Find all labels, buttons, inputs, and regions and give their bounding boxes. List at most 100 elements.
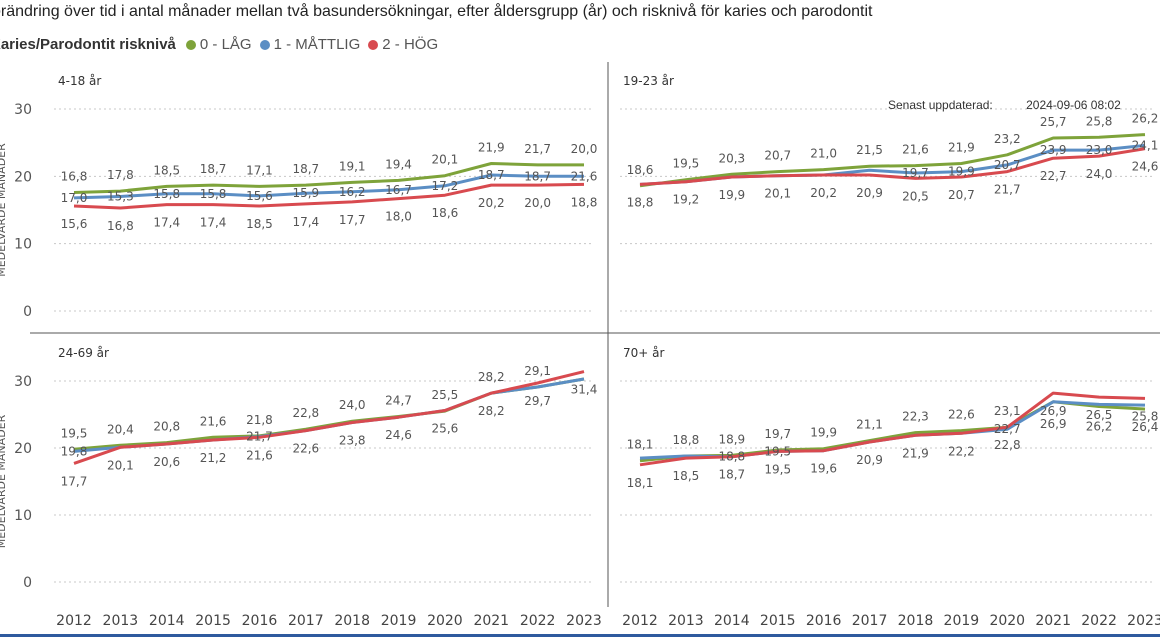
- data-label: 19,8: [61, 444, 88, 458]
- legend-title: Karies/Parodontit risknivå: [0, 36, 176, 53]
- data-label: 23,1: [994, 404, 1021, 418]
- data-label: 18,7: [200, 162, 227, 176]
- series-line-moderate: [639, 400, 1146, 460]
- x-tick-label: 2019: [944, 613, 980, 629]
- chart-title: örändring över tid i antal månader mella…: [0, 3, 873, 20]
- data-label: 20,7: [764, 149, 791, 163]
- x-tick-label: 2015: [760, 613, 796, 629]
- legend-item-high[interactable]: 2 - HÖG: [368, 36, 438, 53]
- x-tick-label: 2022: [520, 613, 556, 629]
- data-label: 18,5: [673, 469, 700, 483]
- x-tick-label: 2019: [381, 613, 417, 629]
- x-tick-label: 2017: [288, 613, 324, 629]
- data-label: 22,8: [292, 406, 319, 420]
- data-label: 20,0: [571, 142, 598, 156]
- data-label: 18,1: [627, 438, 654, 452]
- last-updated: Senast uppdaterad: 2024-09-06 08:02: [888, 98, 1121, 112]
- data-label: 18,6: [627, 163, 654, 177]
- data-label: 19,7: [764, 427, 791, 441]
- y-axis-label: MEDELVÄRDE MÅNADER: [0, 143, 8, 277]
- data-label: 19,4: [385, 157, 412, 171]
- data-label: 17,7: [339, 213, 366, 227]
- y-tick-label: 30: [14, 102, 32, 118]
- legend-label-low: 0 - LÅG: [199, 36, 252, 53]
- data-label: 22,7: [1040, 169, 1067, 183]
- data-label: 20,1: [107, 458, 134, 472]
- data-label: 24,0: [1086, 167, 1113, 181]
- x-tick-label: 2020: [989, 613, 1025, 629]
- data-label: 19,9: [948, 165, 975, 179]
- series-line-high: [73, 182, 585, 210]
- legend-label-moderate: 1 - MÅTTLIG: [273, 36, 361, 53]
- x-tick-label: 2014: [149, 613, 185, 629]
- series-line-high: [639, 147, 1146, 186]
- data-label: 16,8: [107, 219, 134, 233]
- data-label: 18,7: [292, 162, 319, 176]
- data-label: 16,2: [339, 185, 366, 199]
- legend: Karies/Parodontit risknivå 0 - LÅG 1 - M…: [0, 36, 446, 53]
- panel-title: 70+ år: [623, 346, 664, 360]
- data-label: 26,2: [1086, 419, 1113, 433]
- data-label: 17,0: [61, 191, 88, 205]
- data-label: 17,7: [61, 474, 88, 488]
- last-updated-label: Senast uppdaterad:: [888, 98, 993, 112]
- legend-dot-high: [368, 39, 379, 50]
- series-line-low: [639, 400, 1146, 463]
- data-label: 26,9: [1040, 404, 1067, 418]
- y-axis-label: MEDELVÄRDE MÅNADER: [0, 414, 8, 548]
- x-tick-label: 2017: [852, 613, 888, 629]
- data-label: 19,5: [673, 157, 700, 171]
- data-label: 20,6: [153, 455, 180, 469]
- data-label: 22,8: [994, 438, 1021, 452]
- data-label: 21,9: [902, 446, 929, 460]
- x-tick-label: 2012: [622, 613, 658, 629]
- data-label: 21,6: [571, 169, 598, 183]
- x-tick-label: 2018: [334, 613, 370, 629]
- data-label: 23,9: [1040, 143, 1067, 157]
- data-label: 15,9: [292, 186, 319, 200]
- data-label: 25,8: [1086, 114, 1113, 128]
- data-label: 21,1: [856, 418, 883, 432]
- data-label: 20,9: [856, 186, 883, 200]
- data-label: 25,8: [1132, 409, 1159, 423]
- data-label: 18,9: [718, 432, 745, 446]
- x-tick-label: 2021: [1035, 613, 1071, 629]
- series-line-high: [73, 370, 585, 465]
- legend-label-high: 2 - HÖG: [382, 36, 439, 53]
- legend-item-moderate[interactable]: 1 - MÅTTLIG: [259, 36, 361, 53]
- data-label: 16,7: [385, 183, 412, 197]
- y-tick-label: 10: [14, 237, 32, 253]
- data-label: 21,9: [948, 141, 975, 155]
- data-label: 26,9: [1040, 417, 1067, 431]
- data-label: 15,6: [61, 217, 88, 231]
- y-tick-label: 20: [14, 169, 32, 185]
- x-tick-label: 2013: [103, 613, 139, 629]
- data-label: 22,7: [994, 422, 1021, 436]
- data-label: 17,2: [432, 179, 459, 193]
- data-label: 20,8: [153, 420, 180, 434]
- data-label: 18,6: [432, 206, 459, 220]
- data-label: 22,2: [948, 444, 975, 458]
- data-label: 24,6: [1132, 160, 1159, 174]
- data-label: 18,7: [524, 169, 551, 183]
- data-label: 20,3: [718, 151, 745, 165]
- legend-item-low[interactable]: 0 - LÅG: [185, 36, 252, 53]
- data-label: 17,8: [107, 168, 134, 182]
- data-label: 26,4: [1132, 420, 1159, 434]
- series-line-high: [639, 391, 1146, 467]
- data-label: 19,9: [810, 426, 837, 440]
- data-label: 18,1: [627, 476, 654, 490]
- data-label: 20,7: [994, 158, 1021, 172]
- series-line-moderate: [73, 173, 584, 200]
- data-label: 20,1: [432, 153, 459, 167]
- data-label: 28,2: [478, 404, 505, 418]
- panel-title: 4-18 år: [58, 74, 101, 88]
- data-label: 17,1: [246, 163, 273, 177]
- data-label: 20,0: [524, 196, 551, 210]
- data-label: 18,5: [246, 217, 273, 231]
- data-label: 17,4: [200, 216, 227, 230]
- data-label: 18,8: [673, 433, 700, 447]
- data-label: 15,8: [153, 187, 180, 201]
- data-label: 25,5: [432, 388, 459, 402]
